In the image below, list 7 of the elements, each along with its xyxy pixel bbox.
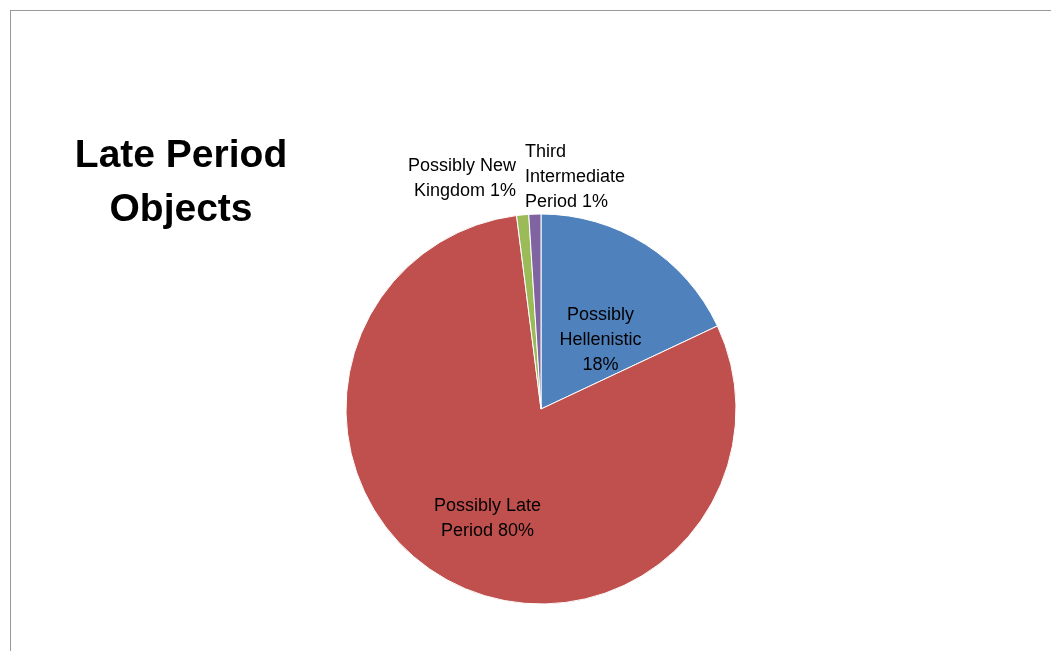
slice-label: Possibly New Kingdom 1% — [408, 155, 518, 201]
chart-title: Late Period Objects — [74, 131, 288, 229]
slice-label: Possibly Late Period 80% — [433, 495, 541, 541]
pie-slice — [345, 215, 737, 605]
data-label: 18% — [582, 354, 619, 375]
slice-label: Third Intermediate Period 1% — [524, 140, 625, 211]
slice-label: Possibly Hellenistic — [559, 304, 642, 350]
